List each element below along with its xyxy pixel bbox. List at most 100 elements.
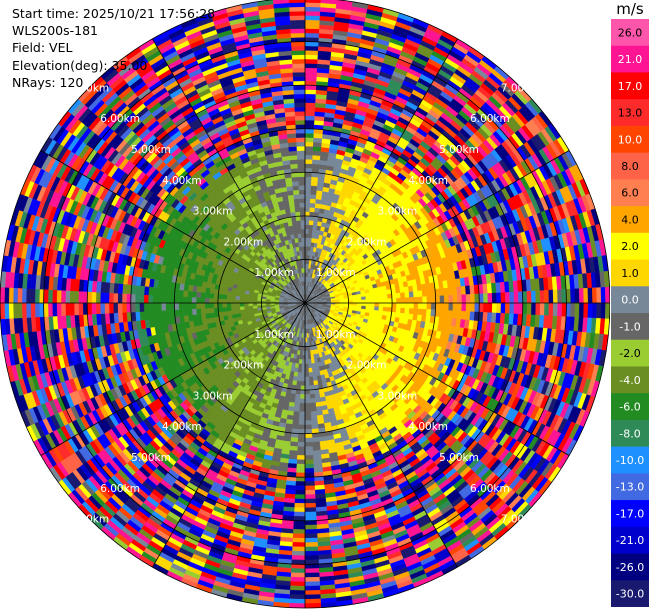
velocity-cell [591,287,598,304]
velocity-cell [439,288,445,297]
velocity-cell [314,207,321,213]
velocity-cell [461,294,467,304]
velocity-cell [304,581,321,587]
velocity-cell [304,84,317,91]
velocity-cell [296,463,306,469]
velocity-cell [312,454,322,460]
velocity-cell [304,494,316,500]
velocity-cell [294,489,306,495]
velocity-cell [304,10,321,17]
velocity-cell [290,568,306,574]
velocity-cell [298,415,306,421]
velocity-cell [304,472,315,478]
velocity-cell [596,302,602,319]
velocity-cell [404,291,410,299]
velocity-cell [291,419,300,426]
velocity-cell [304,520,317,526]
velocity-cell [304,515,317,522]
velocity-cell [310,180,319,187]
velocity-cell [561,302,567,317]
velocity-cell [291,546,306,552]
velocity-cell [304,420,312,426]
velocity-cell [296,455,306,461]
velocity-cell [574,302,580,318]
velocity-cell [304,572,320,578]
velocity-cell [552,289,558,304]
velocity-cell [300,385,306,391]
velocity-cell [309,211,315,217]
velocity-cell [391,302,397,309]
velocity-cell [310,193,317,200]
velocity-cell [296,376,302,382]
velocity-cell [304,158,313,165]
velocity-cell [364,292,371,297]
velocity-cell [447,310,454,319]
velocity-cell [400,302,406,309]
velocity-cell [500,292,506,304]
velocity-cell [296,380,302,386]
velocity-cell [314,393,321,399]
velocity-cell [304,172,313,178]
velocity-cell [304,537,318,543]
velocity-cell [304,154,314,160]
velocity-cell [304,533,318,539]
velocity-cell [304,450,314,456]
velocity-cell [291,424,299,430]
velocity-cell [413,302,419,310]
velocity-cell [395,307,401,314]
velocity-cell [308,228,313,234]
velocity-cell [298,424,306,430]
velocity-cell [288,602,306,609]
velocity-cell [417,302,423,310]
velocity-cell [304,550,319,556]
velocity-cell [304,0,322,4]
velocity-cell [378,294,384,300]
velocity-cell [304,58,319,64]
velocity-cell [307,350,311,356]
velocity-cell [361,299,367,304]
velocity-cell [295,468,306,474]
velocity-cell [356,296,362,301]
velocity-cell [301,359,306,365]
velocity-cell [289,581,306,587]
velocity-cell [311,437,320,443]
velocity-cell [422,302,428,310]
velocity-cell [522,291,528,304]
velocity-cell [309,215,315,221]
velocity-cell [292,415,300,421]
velocity-cell [299,398,306,404]
velocity-cell [287,463,297,469]
velocity-cell [304,455,314,461]
velocity-cell [304,163,313,169]
velocity-cell [304,428,313,434]
velocity-cell [304,141,314,147]
velocity-cell [292,529,306,535]
velocity-cell [309,402,317,408]
velocity-cell [304,594,321,600]
velocity-cell [304,589,321,596]
velocity-cell [387,293,393,299]
velocity-cell [304,568,320,574]
velocity-cell [312,450,322,456]
velocity-cell [304,350,308,356]
velocity-cell [387,307,393,313]
velocity-cell [310,406,317,413]
velocity-cell [526,302,532,316]
velocity-cell [461,302,467,312]
velocity-cell [600,302,606,319]
velocity-cell [304,71,318,77]
velocity-cell [361,302,367,307]
velocity-cell [452,294,458,304]
velocity-cell [290,576,306,583]
velocity-cell [426,302,432,310]
velocity-cell [294,393,301,399]
velocity-cell [296,450,306,456]
velocity-cell [297,441,306,448]
velocity-cell [296,446,306,452]
velocity-cell [413,290,419,298]
velocity-cell [304,463,314,469]
velocity-cell [426,289,432,297]
velocity-cell [352,297,358,301]
velocity-cell [383,298,389,304]
